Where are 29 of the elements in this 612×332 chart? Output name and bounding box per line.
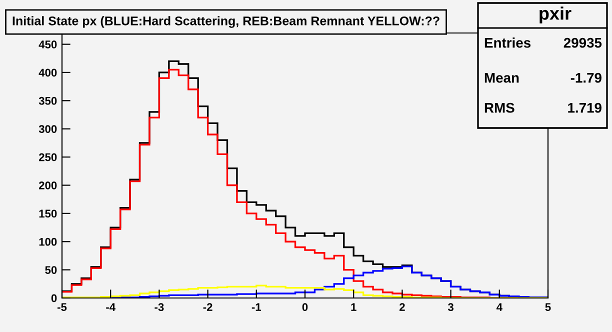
- x-tick-label: -3: [154, 303, 164, 312]
- x-tick-label: 3: [448, 303, 454, 312]
- text: 29935: [564, 38, 602, 48]
- y-tick-label: 250: [38, 153, 57, 162]
- y-tick-label: 50: [45, 266, 57, 274]
- annotation: Entries: [484, 38, 531, 48]
- annotation: RMS: [484, 102, 514, 113]
- x-tick-label: 0: [302, 303, 308, 312]
- x-tick-label: -1: [252, 303, 262, 311]
- y-tick-label: 200: [38, 182, 57, 190]
- x-tick-label: -4: [106, 303, 116, 311]
- y-tick-label: 100: [39, 238, 57, 246]
- annotation: Mean: [484, 73, 519, 83]
- chart-title: Initial State px (BLUE:Hard Scattering, REB:Beam Remnant YELLOW:??: [12, 16, 440, 28]
- x-tick-label: -5: [57, 303, 67, 312]
- x-tick-label: 2: [399, 303, 405, 311]
- x-tick-label: 1: [351, 303, 356, 311]
- text: -1.79: [570, 72, 602, 83]
- y-tick-label: 450: [38, 40, 57, 48]
- y-tick-label: 300: [38, 125, 57, 133]
- x-tick-label: -2: [203, 303, 212, 311]
- text: 1.719: [568, 102, 602, 113]
- y-tick-label: 350: [38, 96, 57, 105]
- x-tick-label: 4: [496, 303, 502, 311]
- text: pxir: [540, 6, 572, 24]
- y-tick-label: 150: [39, 210, 57, 218]
- y-tick-label: 400: [38, 68, 57, 77]
- y-tick-label: 0: [51, 294, 57, 302]
- x-tick-label: 5: [545, 303, 551, 312]
